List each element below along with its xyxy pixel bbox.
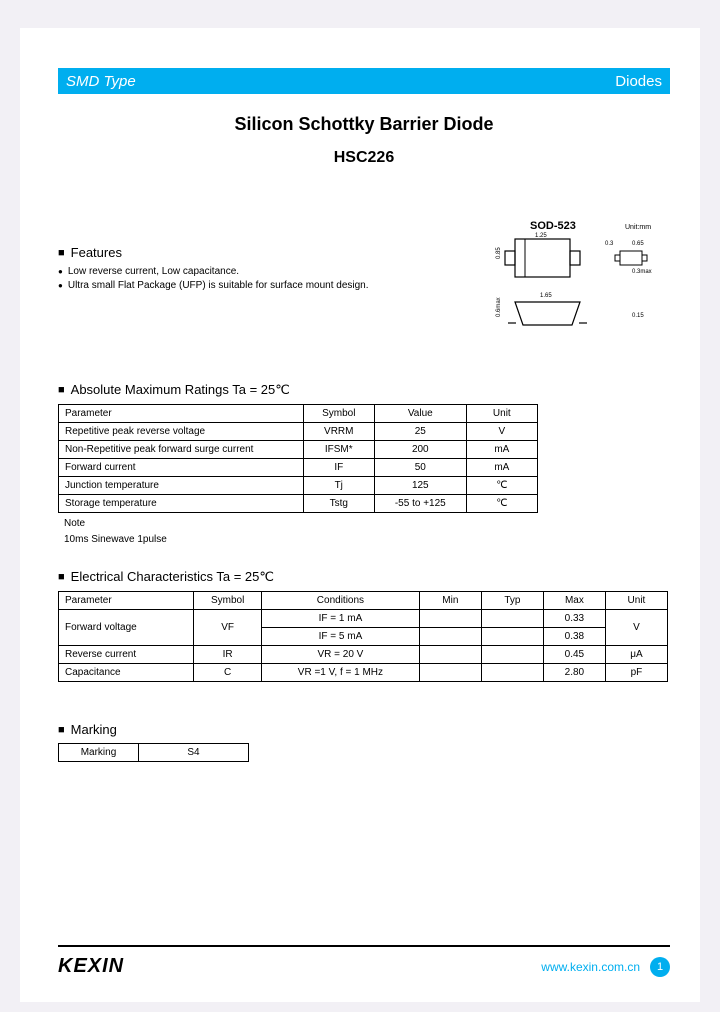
footer-url: www.kexin.com.cn: [541, 960, 640, 974]
marking-section: Marking Marking S4: [58, 722, 670, 762]
col-param: Parameter: [59, 405, 304, 423]
title-block: Silicon Schottky Barrier Diode HSC226: [58, 114, 670, 167]
table-row: Marking S4: [59, 744, 249, 762]
ratings-section: Absolute Maximum Ratings Ta = 25℃ Parame…: [58, 382, 670, 545]
package-diagram: SOD-523 Unit:mm 1.25 0.3 0.65 0.85 1.65 …: [460, 217, 670, 352]
marking-table: Marking S4: [58, 743, 249, 762]
header-left: SMD Type: [66, 73, 136, 90]
package-svg: SOD-523 Unit:mm 1.25 0.3 0.65 0.85 1.65 …: [460, 217, 670, 347]
features-package-row: Features Low reverse current, Low capaci…: [58, 217, 670, 352]
svg-text:1.25: 1.25: [535, 233, 547, 239]
features-col: Features Low reverse current, Low capaci…: [58, 217, 430, 352]
svg-text:0.65: 0.65: [632, 241, 644, 247]
pkg-name: SOD-523: [530, 220, 576, 232]
svg-text:0.85: 0.85: [496, 247, 502, 259]
svg-text:0.15: 0.15: [632, 313, 644, 319]
header-right: Diodes: [615, 73, 662, 90]
main-title: Silicon Schottky Barrier Diode: [58, 114, 670, 135]
table-row: Forward currentIF50mA: [59, 459, 538, 477]
svg-text:1.65: 1.65: [540, 293, 552, 299]
table-row: Repetitive peak reverse voltageVRRM25V: [59, 423, 538, 441]
svg-text:0.6max: 0.6max: [496, 297, 502, 317]
electrical-heading: Electrical Characteristics Ta = 25℃: [58, 569, 670, 585]
ratings-heading: Absolute Maximum Ratings Ta = 25℃: [58, 382, 670, 398]
feature-item: Low reverse current, Low capacitance.: [58, 266, 430, 277]
features-heading: Features: [58, 245, 430, 260]
electrical-table: Parameter Symbol Conditions Min Typ Max …: [58, 591, 668, 682]
pkg-unit: Unit:mm: [625, 224, 651, 231]
note-text: 10ms Sinewave 1pulse: [64, 534, 670, 545]
svg-text:0.3: 0.3: [605, 241, 614, 247]
col-value: Value: [374, 405, 466, 423]
ratings-table: Parameter Symbol Value Unit Repetitive p…: [58, 404, 538, 513]
logo: KEXIN: [58, 955, 124, 978]
footer-divider: [58, 945, 670, 947]
feature-item: Ultra small Flat Package (UFP) is suitab…: [58, 280, 430, 291]
part-number: HSC226: [58, 149, 670, 167]
table-row: Storage temperatureTstg-55 to +125℃: [59, 495, 538, 513]
header-bar: SMD Type Diodes: [58, 68, 670, 94]
table-row: Non-Repetitive peak forward surge curren…: [59, 441, 538, 459]
col-symbol: Symbol: [303, 405, 374, 423]
footer-row: KEXIN www.kexin.com.cn 1: [58, 955, 670, 978]
marking-heading: Marking: [58, 722, 670, 737]
datasheet-page: SMD Type Diodes Silicon Schottky Barrier…: [20, 28, 700, 1002]
footer: KEXIN www.kexin.com.cn 1: [58, 945, 670, 978]
note-label: Note: [64, 518, 670, 529]
marking-value: S4: [139, 744, 249, 762]
col-unit: Unit: [466, 405, 537, 423]
table-row: Junction temperatureTj125℃: [59, 477, 538, 495]
table-row: Capacitance C VR =1 V, f = 1 MHz 2.80 pF: [59, 664, 668, 682]
electrical-section: Electrical Characteristics Ta = 25℃ Para…: [58, 569, 670, 682]
table-header-row: Parameter Symbol Value Unit: [59, 405, 538, 423]
marking-label: Marking: [59, 744, 139, 762]
table-row: Reverse current IR VR = 20 V 0.45 μA: [59, 646, 668, 664]
table-header-row: Parameter Symbol Conditions Min Typ Max …: [59, 592, 668, 610]
page-number: 1: [650, 957, 670, 977]
table-row: Forward voltage VF IF = 1 mA 0.33 V: [59, 610, 668, 628]
svg-text:0.3max: 0.3max: [632, 269, 652, 275]
